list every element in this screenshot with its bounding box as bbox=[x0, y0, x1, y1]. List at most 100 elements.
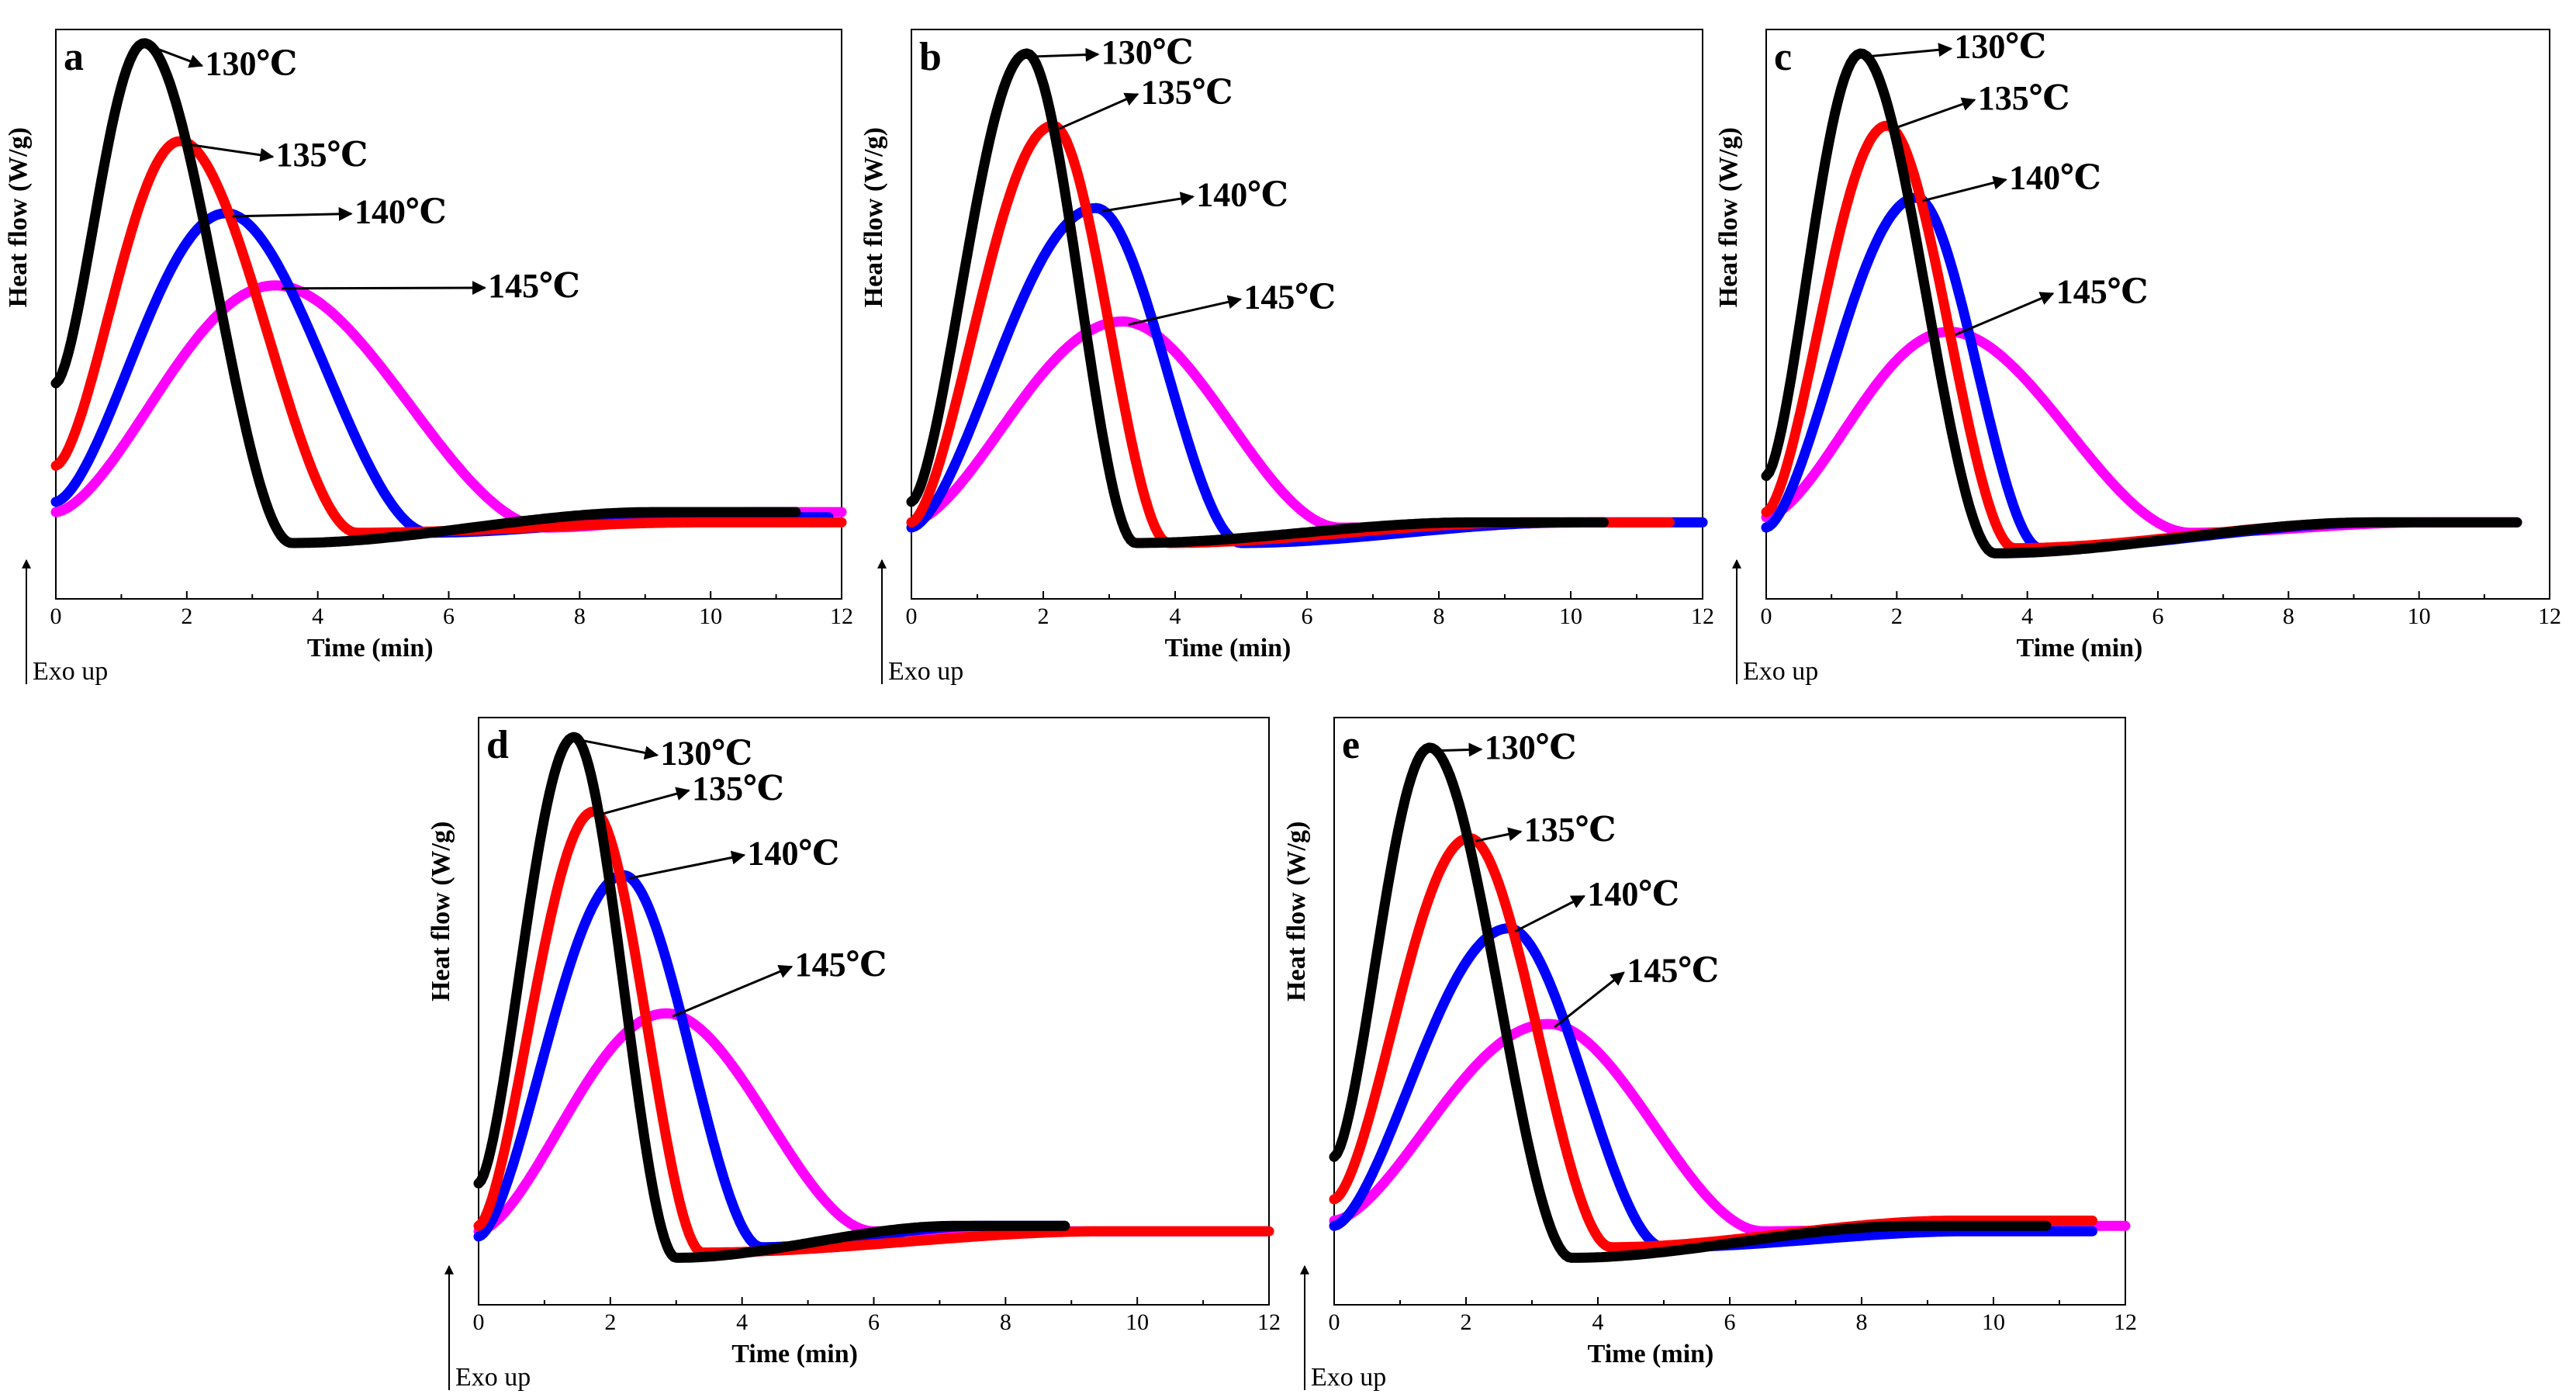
x-tick-label: 4 bbox=[2021, 604, 2033, 629]
series-label: 135℃ bbox=[276, 136, 368, 174]
series-line-140c bbox=[906, 202, 1708, 548]
x-tick-label: 10 bbox=[2408, 604, 2431, 629]
exo-up-label: Exo up bbox=[1743, 657, 1818, 686]
x-axis-title: Time (min) bbox=[731, 1340, 858, 1368]
y-axis-title: Heat flow (W/g) bbox=[859, 127, 888, 307]
y-axis-title: Heat flow (W/g) bbox=[1714, 127, 1743, 307]
x-tick-label: 6 bbox=[2152, 604, 2164, 629]
series-label: 140℃ bbox=[1587, 875, 1679, 913]
panel-b: 0 2 4 6 8 10 12 Time (min) Heat flow (W/g) Exo up… bbox=[859, 29, 1714, 686]
x-tick-label: 8 bbox=[1856, 1309, 1868, 1335]
panel-letter: a bbox=[64, 35, 84, 79]
x-tick-label: 10 bbox=[1559, 604, 1582, 629]
series-line-140c bbox=[473, 870, 1070, 1253]
y-axis-title: Heat flow (W/g) bbox=[427, 822, 455, 1001]
series-line-145c bbox=[1329, 1019, 2131, 1237]
exo-up-label: Exo up bbox=[888, 657, 963, 686]
x-tick-label: 4 bbox=[1592, 1309, 1604, 1335]
annotation-arrow bbox=[1128, 295, 1243, 326]
series-label: 130℃ bbox=[660, 735, 752, 773]
x-tick-label: 8 bbox=[1000, 1309, 1011, 1335]
exo-up-label: Exo up bbox=[1311, 1363, 1386, 1392]
annotation-arrow bbox=[1554, 971, 1625, 1029]
annotation-arrow bbox=[1866, 43, 1953, 58]
x-tick-label: 12 bbox=[2114, 1309, 2137, 1335]
series-line-135c bbox=[50, 136, 847, 538]
annotation-arrow bbox=[281, 281, 486, 296]
series-label: 135℃ bbox=[1524, 811, 1616, 849]
series-label: 145℃ bbox=[2056, 272, 2149, 310]
x-tick-label: 6 bbox=[1724, 1309, 1736, 1335]
series-line-130c bbox=[1329, 742, 2052, 1263]
series-label: 145℃ bbox=[795, 946, 887, 984]
series-label: 130℃ bbox=[1101, 33, 1194, 71]
series-label: 135℃ bbox=[1978, 79, 2070, 117]
annotation-arrow bbox=[1059, 92, 1139, 130]
x-tick-label: 2 bbox=[1038, 604, 1049, 629]
annotation-arrow bbox=[1893, 97, 1976, 130]
annotation-arrow bbox=[600, 787, 690, 816]
x-tick-label: 12 bbox=[1691, 604, 1714, 629]
series-label: 140℃ bbox=[2009, 159, 2101, 197]
series-line-145c bbox=[906, 316, 1708, 533]
panel-a: 0 2 4 6 8 10 12 Time (min) Heat flow (W/g) Exo up… bbox=[4, 29, 853, 686]
series-label: 145℃ bbox=[488, 267, 580, 305]
x-tick-label: 2 bbox=[181, 604, 192, 629]
x-axis-title: Time (min) bbox=[1588, 1340, 1714, 1368]
panel-letter: c bbox=[1774, 35, 1792, 79]
series-label: 135℃ bbox=[692, 770, 784, 808]
x-tick-label: 10 bbox=[1982, 1309, 2005, 1335]
x-tick-label: 10 bbox=[1125, 1309, 1149, 1335]
x-axis-title: Time (min) bbox=[2017, 634, 2143, 662]
x-axis-title: Time (min) bbox=[1165, 634, 1291, 662]
series-line-135c bbox=[1329, 832, 2097, 1253]
x-tick-label: 4 bbox=[312, 604, 323, 629]
x-tick-label: 2 bbox=[604, 1309, 616, 1335]
series-label: 130℃ bbox=[1485, 728, 1577, 766]
panel-letter: b bbox=[919, 35, 942, 79]
annotation-arrow bbox=[1514, 894, 1586, 933]
x-tick-label: 0 bbox=[50, 604, 62, 629]
series-label: 130℃ bbox=[1954, 28, 2046, 66]
x-tick-label: 2 bbox=[1461, 1309, 1472, 1335]
series-line-135c bbox=[1761, 120, 2522, 554]
series-line-130c bbox=[473, 732, 1070, 1263]
series-line-145c bbox=[473, 1008, 1274, 1237]
series-line-135c bbox=[906, 120, 1675, 548]
panel-d: 0 2 4 6 8 10 12 Time (min) Heat flow (W/g) Exo up… bbox=[427, 717, 1281, 1392]
series-label: 140℃ bbox=[747, 834, 839, 872]
series-label: 135℃ bbox=[1141, 73, 1233, 111]
plot-frame bbox=[1765, 29, 2550, 600]
series-line-130c bbox=[50, 38, 801, 548]
x-axis-title: Time (min) bbox=[307, 634, 434, 662]
annotation-arrow bbox=[1922, 175, 2007, 202]
x-tick-label: 0 bbox=[473, 1309, 485, 1335]
x-tick-label: 0 bbox=[1329, 1309, 1340, 1335]
x-tick-label: 6 bbox=[443, 604, 455, 629]
panel-e: 0 2 4 6 8 10 12 Time (min) Heat flow (W/g) Exo up… bbox=[1282, 717, 2137, 1392]
x-tick-label: 12 bbox=[1257, 1309, 1281, 1335]
panel-letter: d bbox=[486, 723, 509, 767]
series-line-145c bbox=[50, 280, 847, 533]
annotation-arrow bbox=[150, 45, 204, 68]
x-tick-label: 8 bbox=[1433, 604, 1445, 629]
annotation-arrow bbox=[1101, 192, 1195, 213]
series-label: 140℃ bbox=[354, 193, 447, 231]
x-tick-label: 10 bbox=[699, 604, 722, 629]
x-tick-label: 0 bbox=[1761, 604, 1772, 629]
x-tick-label: 8 bbox=[574, 604, 586, 629]
x-tick-label: 6 bbox=[1302, 604, 1313, 629]
y-axis-title: Heat flow (W/g) bbox=[4, 127, 33, 307]
x-tick-label: 4 bbox=[736, 1309, 748, 1335]
annotation-arrow bbox=[1475, 827, 1523, 842]
panel-c: 0 2 4 6 8 10 12 Time (min) Heat flow (W/g) Exo up… bbox=[1714, 28, 2561, 686]
panel-letter: e bbox=[1342, 723, 1360, 767]
exo-up-label: Exo up bbox=[455, 1363, 531, 1392]
series-line-140c bbox=[1761, 192, 2522, 554]
x-tick-label: 6 bbox=[868, 1309, 880, 1335]
series-line-130c bbox=[1761, 48, 2522, 559]
series-line-135c bbox=[473, 806, 1274, 1258]
annotation-arrow bbox=[672, 965, 794, 1018]
series-label: 130℃ bbox=[205, 45, 297, 83]
